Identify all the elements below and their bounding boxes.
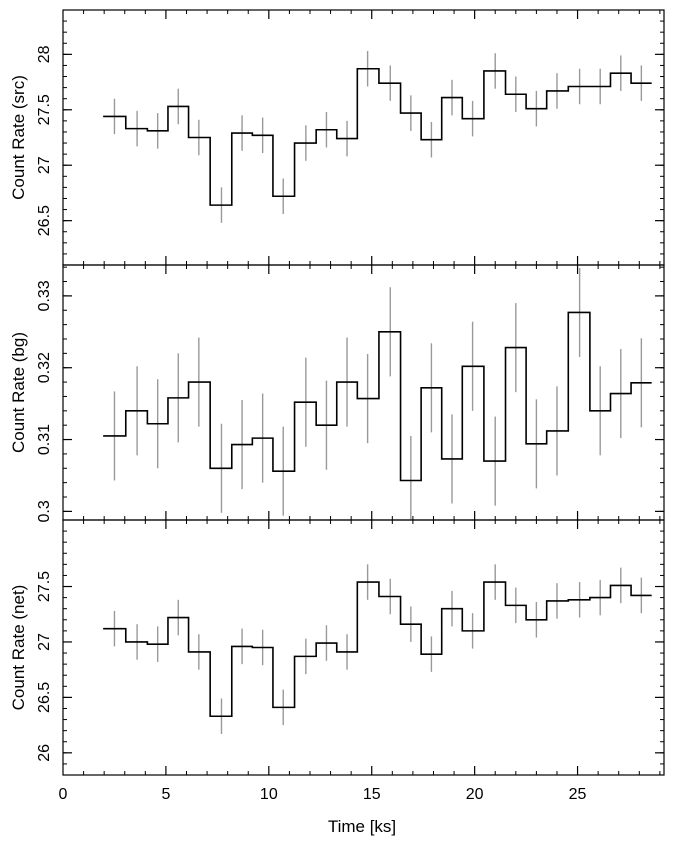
y-tick-label: 0.3 bbox=[36, 500, 53, 522]
panel-frame-net bbox=[62, 519, 665, 776]
y-tick-label: 26.5 bbox=[36, 682, 53, 713]
x-tick-label: 10 bbox=[260, 786, 278, 803]
y-tick-label: 27.5 bbox=[36, 571, 53, 602]
x-tick-label: 5 bbox=[161, 786, 170, 803]
panel-frame-bg bbox=[62, 264, 665, 521]
panel-net: 26 26.5 27 27.5 Count Rate (net) bbox=[9, 519, 665, 776]
y-tick-label: 0.31 bbox=[36, 424, 53, 455]
y-tick-label: 27.5 bbox=[36, 94, 53, 125]
y-tick-label: 0.32 bbox=[36, 352, 53, 383]
x-tick-label: 20 bbox=[466, 786, 484, 803]
y-tick-label: 26.5 bbox=[36, 205, 53, 236]
panel-src: 26.5 27 27.5 28 Count Rate (src) bbox=[9, 9, 665, 266]
step-line-net bbox=[103, 581, 652, 718]
panel-frame-src bbox=[62, 9, 665, 266]
step-line-src bbox=[103, 67, 652, 206]
y-axis-label-src: Count Rate (src) bbox=[9, 75, 28, 200]
y-tick-label: 28 bbox=[36, 45, 53, 63]
y-tick-label: 0.33 bbox=[36, 280, 53, 311]
y-tick-label: 27 bbox=[36, 156, 53, 174]
x-tick-label: 15 bbox=[363, 786, 381, 803]
x-tick-label: 0 bbox=[59, 786, 68, 803]
step-line-bg bbox=[103, 311, 652, 482]
y-axis-label-bg: Count Rate (bg) bbox=[9, 332, 28, 453]
x-tick-label: 25 bbox=[569, 786, 587, 803]
y-tick-label: 26 bbox=[36, 744, 53, 762]
y-tick-label: 27 bbox=[36, 633, 53, 651]
x-axis-label: Time [ks] bbox=[328, 817, 396, 836]
y-axis-label-net: Count Rate (net) bbox=[9, 585, 28, 711]
panel-bg: 0.3 0.31 0.32 0.33 Count Rate (bg) bbox=[9, 264, 665, 523]
